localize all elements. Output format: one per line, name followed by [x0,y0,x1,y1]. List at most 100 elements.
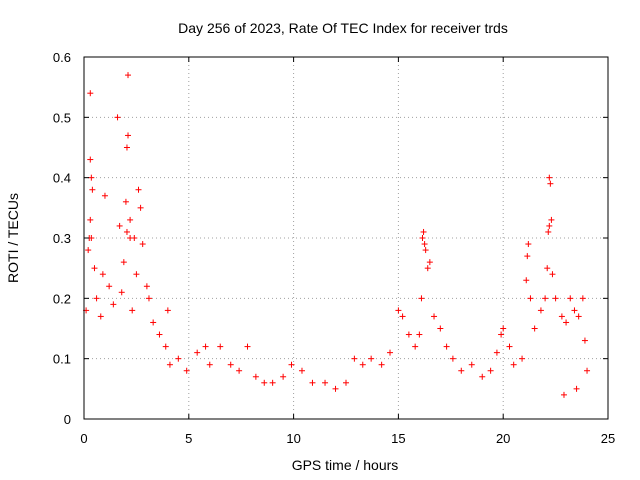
data-point [510,361,517,368]
data-point [202,343,209,350]
data-point [573,385,580,392]
data-point [175,355,182,362]
data-point [89,186,96,193]
x-tick-label: 0 [80,431,87,446]
data-point [122,198,129,205]
data-point [101,192,108,199]
data-point [405,331,412,338]
data-point [125,132,132,139]
data-point [183,367,190,374]
data-point [500,325,507,332]
axis-ticks [83,56,609,420]
data-point [87,216,94,223]
data-point [206,361,213,368]
data-point [217,343,224,350]
data-point [99,271,106,278]
data-point [422,247,429,254]
data-point [88,235,95,241]
data-point [368,355,375,362]
data-point [288,361,295,368]
plot-frame [83,56,609,420]
data-point [156,331,163,338]
data-point [395,307,402,314]
data-point [135,186,142,193]
x-tick-label: 25 [601,431,615,446]
data-point [418,295,425,302]
data-point [164,307,171,314]
data-point [359,361,366,368]
data-point [137,204,144,211]
x-tick-label: 5 [185,431,192,446]
data-point [87,90,94,97]
data-point [519,355,526,362]
data-point [87,156,94,163]
data-point [85,247,92,254]
data-point [548,216,555,223]
data-point [558,313,565,320]
data-point [227,361,234,368]
data-point [487,367,494,374]
data-point [549,271,556,278]
data-point [493,349,500,356]
data-point [118,289,125,296]
y-tick-label: 0 [64,412,71,427]
data-point [150,319,157,326]
data-point [443,343,450,350]
data-point [127,216,134,223]
data-point [166,361,173,368]
data-point [546,222,553,229]
data-point [563,319,570,326]
data-point [546,174,553,181]
data-point [524,253,531,260]
data-point [544,265,551,272]
data-point [106,283,113,290]
y-tick-label: 0.4 [53,171,71,186]
data-point [129,307,136,314]
data-point [506,343,513,350]
data-point [125,72,132,79]
y-axis-label: ROTI / TECUs [5,193,21,283]
y-tick-label: 0.2 [53,291,71,306]
data-point [123,228,130,235]
data-point [525,241,532,248]
data-point [298,367,305,374]
data-point [261,379,268,386]
data-point [571,307,578,314]
data-point [449,355,456,362]
data-point [575,313,582,320]
data-point [97,313,104,320]
data-point [416,331,423,338]
data-point [581,337,588,344]
data-point [431,313,438,320]
data-point [542,295,549,302]
data-point [343,379,349,386]
data-point [412,343,419,350]
y-tick-label: 0.6 [53,50,71,65]
data-point [421,241,428,248]
data-point [547,180,554,187]
data-point [133,271,140,278]
data-point [162,343,169,350]
data-point [145,295,152,302]
data-point [420,228,427,235]
data-point [123,144,130,151]
data-point [309,379,316,386]
data-point [280,373,287,380]
data-point [552,295,559,302]
data-point [419,235,426,241]
data-point [437,325,444,332]
data-point [120,259,127,266]
data-point [537,307,544,314]
data-point [131,235,138,241]
data-point [567,295,574,302]
data-point [579,295,586,302]
data-point [468,361,475,368]
y-tick-label: 0.3 [53,231,71,246]
data-point [244,343,251,350]
data-point [399,313,406,320]
x-axis-label: GPS time / hours [292,457,399,473]
data-point [322,379,329,386]
data-point [523,277,530,284]
data-point [531,325,538,332]
